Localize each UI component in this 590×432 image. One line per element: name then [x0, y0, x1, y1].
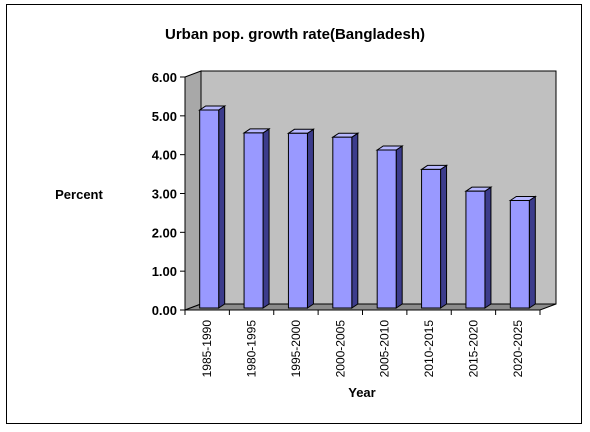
y-tick-label: 0.00	[152, 303, 177, 318]
bar-side	[306, 128, 314, 309]
floor	[184, 303, 557, 311]
y-tick-label: 2.00	[152, 225, 177, 240]
bar	[199, 109, 220, 309]
bar	[287, 132, 308, 309]
bar	[421, 168, 442, 309]
bar	[509, 199, 530, 309]
bar	[332, 136, 353, 309]
bar-side	[218, 105, 226, 309]
side-wall	[184, 70, 202, 311]
y-tick-label: 4.00	[152, 148, 177, 163]
y-tick-label: 5.00	[152, 109, 177, 124]
bar	[243, 132, 264, 309]
bar-side	[395, 145, 403, 309]
x-tick-label: 1995-2000	[289, 320, 303, 378]
x-tick-label: 1980-1995	[245, 320, 259, 378]
y-tick-label: 3.00	[152, 187, 177, 202]
x-axis-label: Year	[348, 385, 375, 400]
plot-area: 0.00 1.00 2.00 3.00 4.00 5.00 6.00 1985-1990 198…	[152, 70, 557, 378]
bar-side	[484, 186, 492, 309]
y-tick-label: 6.00	[152, 70, 177, 85]
bar-side	[351, 132, 359, 309]
bar	[376, 149, 397, 309]
bar-side	[440, 164, 448, 309]
bar-side	[528, 195, 536, 309]
x-tick-label: 2020-2025	[511, 320, 525, 378]
chart-title: Urban pop. growth rate(Bangladesh)	[165, 26, 425, 43]
x-tick-label: 2010-2015	[422, 320, 436, 378]
y-axis-label: Percent	[55, 187, 103, 202]
bar	[465, 190, 486, 309]
bar-side	[262, 127, 270, 309]
x-tick-label: 2005-2010	[378, 320, 392, 378]
x-tick-label: 2015-2020	[466, 320, 480, 378]
y-tick-label: 1.00	[152, 264, 177, 279]
x-tick-label: 2000-2005	[333, 320, 347, 378]
x-tick-label: 1985-1990	[200, 320, 214, 378]
